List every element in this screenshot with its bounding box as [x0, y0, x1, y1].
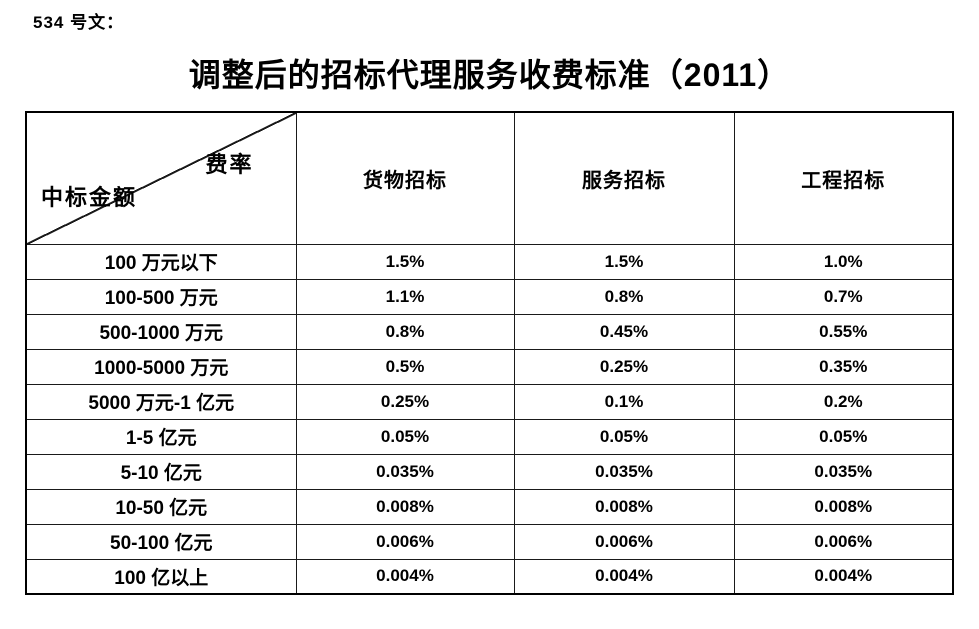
rate-cell-engineering: 0.004%	[733, 558, 954, 595]
rate-cell-goods: 0.035%	[295, 453, 515, 490]
table-row: 100 万元以下 1.5% 1.5% 1.0%	[25, 243, 954, 280]
amount-cell: 5000 万元-1 亿元	[25, 383, 297, 420]
rate-cell-services: 0.004%	[513, 558, 735, 595]
rate-cell-goods: 0.05%	[295, 418, 515, 455]
rate-cell-engineering: 0.2%	[733, 383, 954, 420]
rate-cell-services: 0.006%	[513, 523, 735, 560]
rate-cell-goods: 0.008%	[295, 488, 515, 525]
rate-cell-services: 0.008%	[513, 488, 735, 525]
rate-cell-engineering: 0.035%	[733, 453, 954, 490]
rate-cell-goods: 1.5%	[295, 243, 515, 280]
amount-cell: 1-5 亿元	[25, 418, 297, 455]
rate-cell-goods: 0.8%	[295, 313, 515, 350]
fee-rate-table: 费率 中标金额 货物招标 服务招标 工程招标 100 万元以下 1.5% 1.5…	[25, 111, 954, 595]
rate-cell-services: 0.45%	[513, 313, 735, 350]
rate-cell-engineering: 0.006%	[733, 523, 954, 560]
rate-cell-services: 0.8%	[513, 278, 735, 315]
column-header-goods: 货物招标	[295, 111, 515, 245]
page-title: 调整后的招标代理服务收费标准（2011）	[188, 57, 791, 93]
rate-cell-engineering: 0.05%	[733, 418, 954, 455]
table-row: 10-50 亿元 0.008% 0.008% 0.008%	[25, 488, 954, 525]
doc-number-label: 534 号文：	[33, 13, 125, 32]
rate-cell-engineering: 0.7%	[733, 278, 954, 315]
rate-cell-goods: 0.006%	[295, 523, 515, 560]
corner-label-amount: 中标金额	[41, 184, 138, 210]
table-row: 1000-5000 万元 0.5% 0.25% 0.35%	[25, 348, 954, 385]
header-row: 费率 中标金额 货物招标 服务招标 工程招标	[25, 111, 954, 245]
amount-cell: 500-1000 万元	[25, 313, 297, 350]
rate-cell-engineering: 1.0%	[733, 243, 954, 280]
table-row: 100-500 万元 1.1% 0.8% 0.7%	[25, 278, 954, 315]
table-row: 5000 万元-1 亿元 0.25% 0.1% 0.2%	[25, 383, 954, 420]
column-header-engineering: 工程招标	[733, 111, 954, 245]
corner-label-rate: 费率	[205, 152, 254, 177]
amount-cell: 50-100 亿元	[25, 523, 297, 560]
amount-cell: 100 万元以下	[25, 243, 297, 280]
rate-cell-services: 0.05%	[513, 418, 735, 455]
amount-cell: 100-500 万元	[25, 278, 297, 315]
rate-cell-services: 1.5%	[513, 243, 735, 280]
rate-cell-goods: 0.004%	[295, 558, 515, 595]
rate-cell-services: 0.25%	[513, 348, 735, 385]
table-row: 500-1000 万元 0.8% 0.45% 0.55%	[25, 313, 954, 350]
amount-cell: 1000-5000 万元	[25, 348, 297, 385]
diagonal-corner-cell: 费率 中标金额	[25, 111, 297, 245]
rate-cell-goods: 1.1%	[295, 278, 515, 315]
rate-cell-goods: 0.5%	[295, 348, 515, 385]
table-row: 100 亿以上 0.004% 0.004% 0.004%	[25, 558, 954, 595]
table-row: 50-100 亿元 0.006% 0.006% 0.006%	[25, 523, 954, 560]
rate-cell-engineering: 0.008%	[733, 488, 954, 525]
amount-cell: 5-10 亿元	[25, 453, 297, 490]
rate-cell-engineering: 0.55%	[733, 313, 954, 350]
table-body: 100 万元以下 1.5% 1.5% 1.0% 100-500 万元 1.1% …	[25, 243, 954, 595]
amount-cell: 10-50 亿元	[25, 488, 297, 525]
amount-cell: 100 亿以上	[25, 558, 297, 595]
column-header-services: 服务招标	[513, 111, 735, 245]
table-row: 5-10 亿元 0.035% 0.035% 0.035%	[25, 453, 954, 490]
rate-cell-goods: 0.25%	[295, 383, 515, 420]
table-header: 费率 中标金额 货物招标 服务招标 工程招标	[25, 111, 954, 245]
rate-cell-engineering: 0.35%	[733, 348, 954, 385]
rate-cell-services: 0.035%	[513, 453, 735, 490]
table-row: 1-5 亿元 0.05% 0.05% 0.05%	[25, 418, 954, 455]
rate-cell-services: 0.1%	[513, 383, 735, 420]
